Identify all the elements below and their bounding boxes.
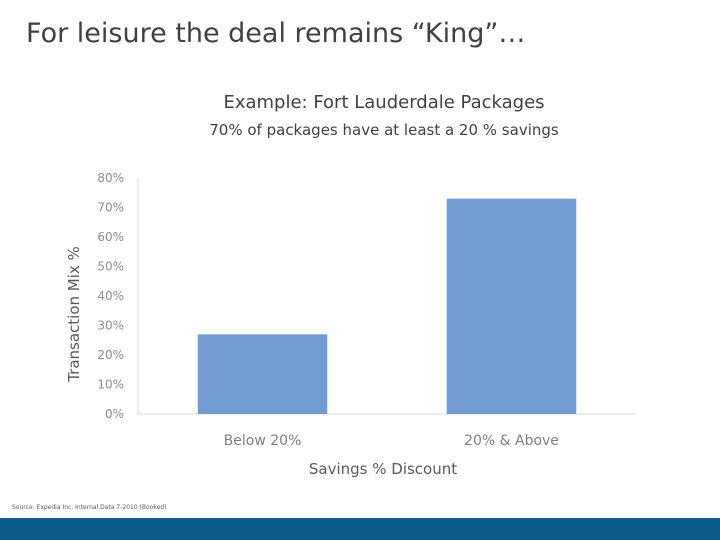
bar (197, 334, 328, 414)
y-tick-label: 40% (97, 289, 124, 303)
x-tick-label: Below 20% (224, 433, 302, 449)
slide-title: For leisure the deal remains “King”… (26, 18, 526, 49)
x-axis-label: Savings % Discount (309, 460, 457, 478)
y-axis-ticks: 0% 10% 20% 30% 40% 50% 60% 70% 80% (97, 171, 124, 421)
y-tick-label: 50% (97, 260, 124, 274)
bar (446, 198, 577, 414)
chart-title: Example: Fort Lauderdale Packages (223, 92, 545, 113)
y-tick-label: 10% (97, 378, 124, 392)
chart-subtitle: 70% of packages have at least a 20 % sav… (209, 121, 559, 139)
source-note: Source: Expedia Inc. Internal Data 7-201… (12, 504, 167, 511)
bars (197, 198, 577, 414)
footer-bar (0, 518, 720, 540)
y-tick-label: 60% (97, 230, 124, 244)
y-tick-label: 20% (97, 348, 124, 362)
y-axis-label: Transaction Mix % (65, 246, 83, 383)
y-tick-label: 80% (97, 171, 124, 185)
x-tick-label: 20% & Above (464, 433, 559, 449)
y-tick-label: 30% (97, 319, 124, 333)
y-tick-label: 0% (105, 407, 124, 421)
x-axis-ticks: Below 20% 20% & Above (224, 433, 559, 449)
y-tick-label: 70% (97, 201, 124, 215)
